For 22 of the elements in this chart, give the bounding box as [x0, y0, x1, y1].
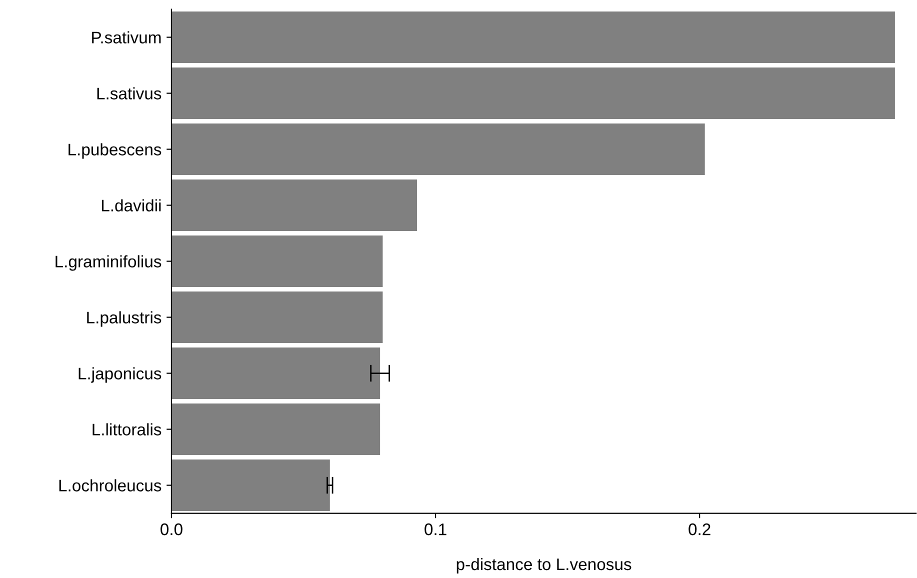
- bar: [171, 11, 895, 64]
- y-tick-label: L.littoralis: [92, 423, 162, 436]
- x-axis-title: p-distance to L.venosus: [456, 558, 632, 574]
- y-tick-label: L.pubescens: [68, 143, 162, 159]
- bar: [171, 291, 383, 344]
- x-tick-label: 0.2: [688, 523, 710, 536]
- bar: [171, 348, 380, 400]
- bar: [171, 179, 418, 232]
- bar: [171, 67, 895, 120]
- bar: [171, 235, 383, 288]
- bar: [171, 123, 705, 176]
- y-tick-label: L.davidii: [102, 199, 161, 212]
- bar: [171, 460, 330, 512]
- y-tick-label: L.palustris: [87, 311, 162, 327]
- x-tick-label: 0.1: [424, 523, 446, 536]
- y-tick-label: L.graminifolius: [56, 255, 162, 271]
- y-tick-label: L.ochroleucus: [59, 479, 162, 492]
- x-tick-label: 0.0: [160, 523, 182, 536]
- bar: [171, 404, 380, 456]
- y-tick-label: L.japonicus: [78, 367, 162, 383]
- y-tick-label: P.sativum: [92, 31, 161, 44]
- y-tick-label: L.sativus: [97, 87, 162, 100]
